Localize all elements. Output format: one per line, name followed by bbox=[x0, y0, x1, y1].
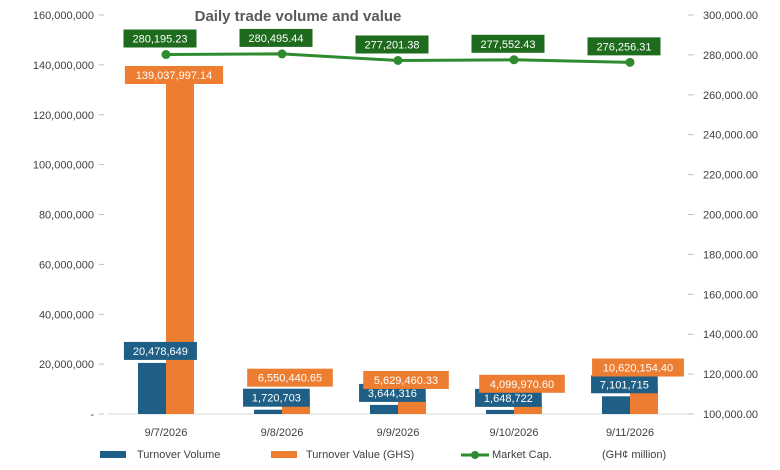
value-data-label-box bbox=[592, 358, 684, 377]
legend-swatch-volume bbox=[100, 451, 126, 458]
market-cap-data-label-box bbox=[587, 37, 661, 56]
market-cap-data-label-text: 280,495.44 bbox=[248, 33, 303, 45]
right-tick-label: 140,000.00 bbox=[703, 329, 758, 341]
volume-data-label-text: 1,720,703 bbox=[252, 393, 301, 405]
volume-data-label: 20,478,649 bbox=[123, 341, 197, 360]
market-cap-line bbox=[161, 49, 635, 67]
market-cap-data-label-box bbox=[355, 35, 429, 54]
legend-note: (GH¢ million) bbox=[602, 449, 666, 461]
market-cap-data-label: 280,495.44 bbox=[239, 28, 313, 47]
right-tick-label: 160,000.00 bbox=[703, 289, 758, 301]
market-cap-point bbox=[509, 55, 519, 65]
value-data-label-box bbox=[479, 374, 565, 393]
value-data-label-text: 10,620,154.40 bbox=[603, 363, 673, 375]
market-cap-point bbox=[625, 57, 635, 67]
left-axis: - 20,000,000 40,000,000 60,000,000 80,000,00… bbox=[33, 10, 104, 421]
left-tick-label: 60,000,000 bbox=[39, 259, 94, 271]
market-cap-data-label-text: 277,552.43 bbox=[480, 39, 535, 51]
right-tick-label: 240,000.00 bbox=[703, 130, 758, 142]
x-axis: 9/7/2026 9/8/2026 9/9/2026 9/10/2026 9/11/20… bbox=[108, 413, 688, 439]
x-tick-label: 9/7/2026 bbox=[145, 427, 188, 439]
volume-data-label-text: 7,101,715 bbox=[600, 379, 649, 391]
volume-bar bbox=[138, 362, 166, 414]
value-data-label-box bbox=[124, 66, 224, 84]
value-data-label: 4,099,970.60 bbox=[479, 374, 565, 393]
left-tick-label: 160,000,000 bbox=[33, 10, 94, 22]
volume-bar bbox=[486, 409, 514, 414]
x-tick-label: 9/11/2026 bbox=[606, 427, 654, 439]
volume-data-label-text: 20,478,649 bbox=[133, 346, 188, 358]
right-tick-label: 180,000.00 bbox=[703, 249, 758, 261]
data-labels: 20,478,649 1,720,703 3,644,316 1,648,722 7,1… bbox=[123, 28, 684, 407]
legend: Turnover Volume Turnover Value (GHS) Marke… bbox=[100, 449, 666, 461]
x-tick-label: 9/10/2026 bbox=[490, 427, 539, 439]
x-tick-label: 9/9/2026 bbox=[377, 427, 420, 439]
right-tick-label: 260,000.00 bbox=[703, 90, 758, 102]
value-bar bbox=[398, 399, 426, 414]
market-cap-data-label: 280,195.23 bbox=[123, 29, 197, 48]
value-data-label-text: 4,099,970.60 bbox=[490, 379, 554, 391]
volume-data-label-box bbox=[123, 341, 197, 360]
volume-data-label-box bbox=[475, 388, 542, 407]
value-bar bbox=[166, 67, 194, 415]
volume-data-label-text: 1,648,722 bbox=[484, 393, 533, 405]
market-cap-data-label: 277,201.38 bbox=[355, 35, 429, 54]
right-tick-label: 300,000.00 bbox=[703, 10, 758, 22]
left-tick-label: 20,000,000 bbox=[39, 359, 94, 371]
market-cap-point bbox=[393, 55, 403, 65]
volume-bar bbox=[370, 404, 398, 414]
legend-swatch-value bbox=[271, 451, 297, 458]
volume-bar bbox=[254, 409, 282, 414]
left-tick-label: - bbox=[90, 409, 94, 421]
legend-label-marketcap: Market Cap. bbox=[492, 449, 552, 461]
left-tick-label: 100,000,000 bbox=[33, 160, 94, 172]
value-data-label-text: 139,037,997.14 bbox=[136, 70, 212, 82]
value-data-label: 139,037,997.14 bbox=[124, 66, 224, 84]
value-data-label-box bbox=[247, 368, 333, 387]
value-bar bbox=[514, 403, 542, 414]
market-cap-data-label: 277,552.43 bbox=[471, 34, 545, 53]
legend-label-value: Turnover Value (GHS) bbox=[306, 449, 414, 461]
market-cap-data-label-text: 280,195.23 bbox=[132, 34, 187, 46]
volume-data-label: 1,720,703 bbox=[243, 388, 310, 407]
market-cap-data-label-box bbox=[471, 34, 545, 53]
right-tick-label: 200,000.00 bbox=[703, 210, 758, 222]
volume-data-label: 7,101,715 bbox=[591, 375, 658, 394]
chart-title: Daily trade volume and value bbox=[195, 8, 402, 25]
bars bbox=[138, 67, 658, 415]
right-tick-label: 280,000.00 bbox=[703, 50, 758, 62]
value-data-label-box bbox=[363, 370, 449, 389]
market-cap-point bbox=[277, 49, 287, 59]
market-cap-data-label-box bbox=[123, 29, 197, 48]
x-tick-label: 9/8/2026 bbox=[261, 427, 304, 439]
market-cap-data-label-box bbox=[239, 28, 313, 47]
volume-data-label-text: 3,644,316 bbox=[368, 388, 417, 400]
left-tick-label: 140,000,000 bbox=[33, 60, 94, 72]
value-data-label: 6,550,440.65 bbox=[247, 368, 333, 387]
value-data-label-text: 6,550,440.65 bbox=[258, 373, 322, 385]
market-cap-data-label-text: 277,201.38 bbox=[364, 39, 419, 51]
volume-data-label-box bbox=[243, 388, 310, 407]
market-cap-data-label: 276,256.31 bbox=[587, 37, 661, 56]
value-data-label-text: 5,629,460.33 bbox=[374, 375, 438, 387]
left-tick-label: 80,000,000 bbox=[39, 210, 94, 222]
right-tick-label: 120,000.00 bbox=[703, 369, 758, 381]
legend-label-volume: Turnover Volume bbox=[137, 449, 220, 461]
market-cap-data-label-text: 276,256.31 bbox=[596, 41, 651, 53]
market-cap-point bbox=[161, 50, 171, 60]
volume-data-label-box bbox=[591, 375, 658, 394]
left-tick-label: 40,000,000 bbox=[39, 309, 94, 321]
value-data-label: 5,629,460.33 bbox=[363, 370, 449, 389]
right-axis: 100,000.00 120,000.00 140,000.00 160,000.00… bbox=[688, 10, 758, 421]
right-tick-label: 220,000.00 bbox=[703, 170, 758, 182]
volume-bar bbox=[602, 396, 630, 414]
legend-swatch-marker bbox=[471, 451, 479, 459]
value-data-label: 10,620,154.40 bbox=[592, 358, 684, 377]
left-tick-label: 120,000,000 bbox=[33, 110, 94, 122]
volume-data-label: 1,648,722 bbox=[475, 388, 542, 407]
right-tick-label: 100,000.00 bbox=[703, 409, 758, 421]
